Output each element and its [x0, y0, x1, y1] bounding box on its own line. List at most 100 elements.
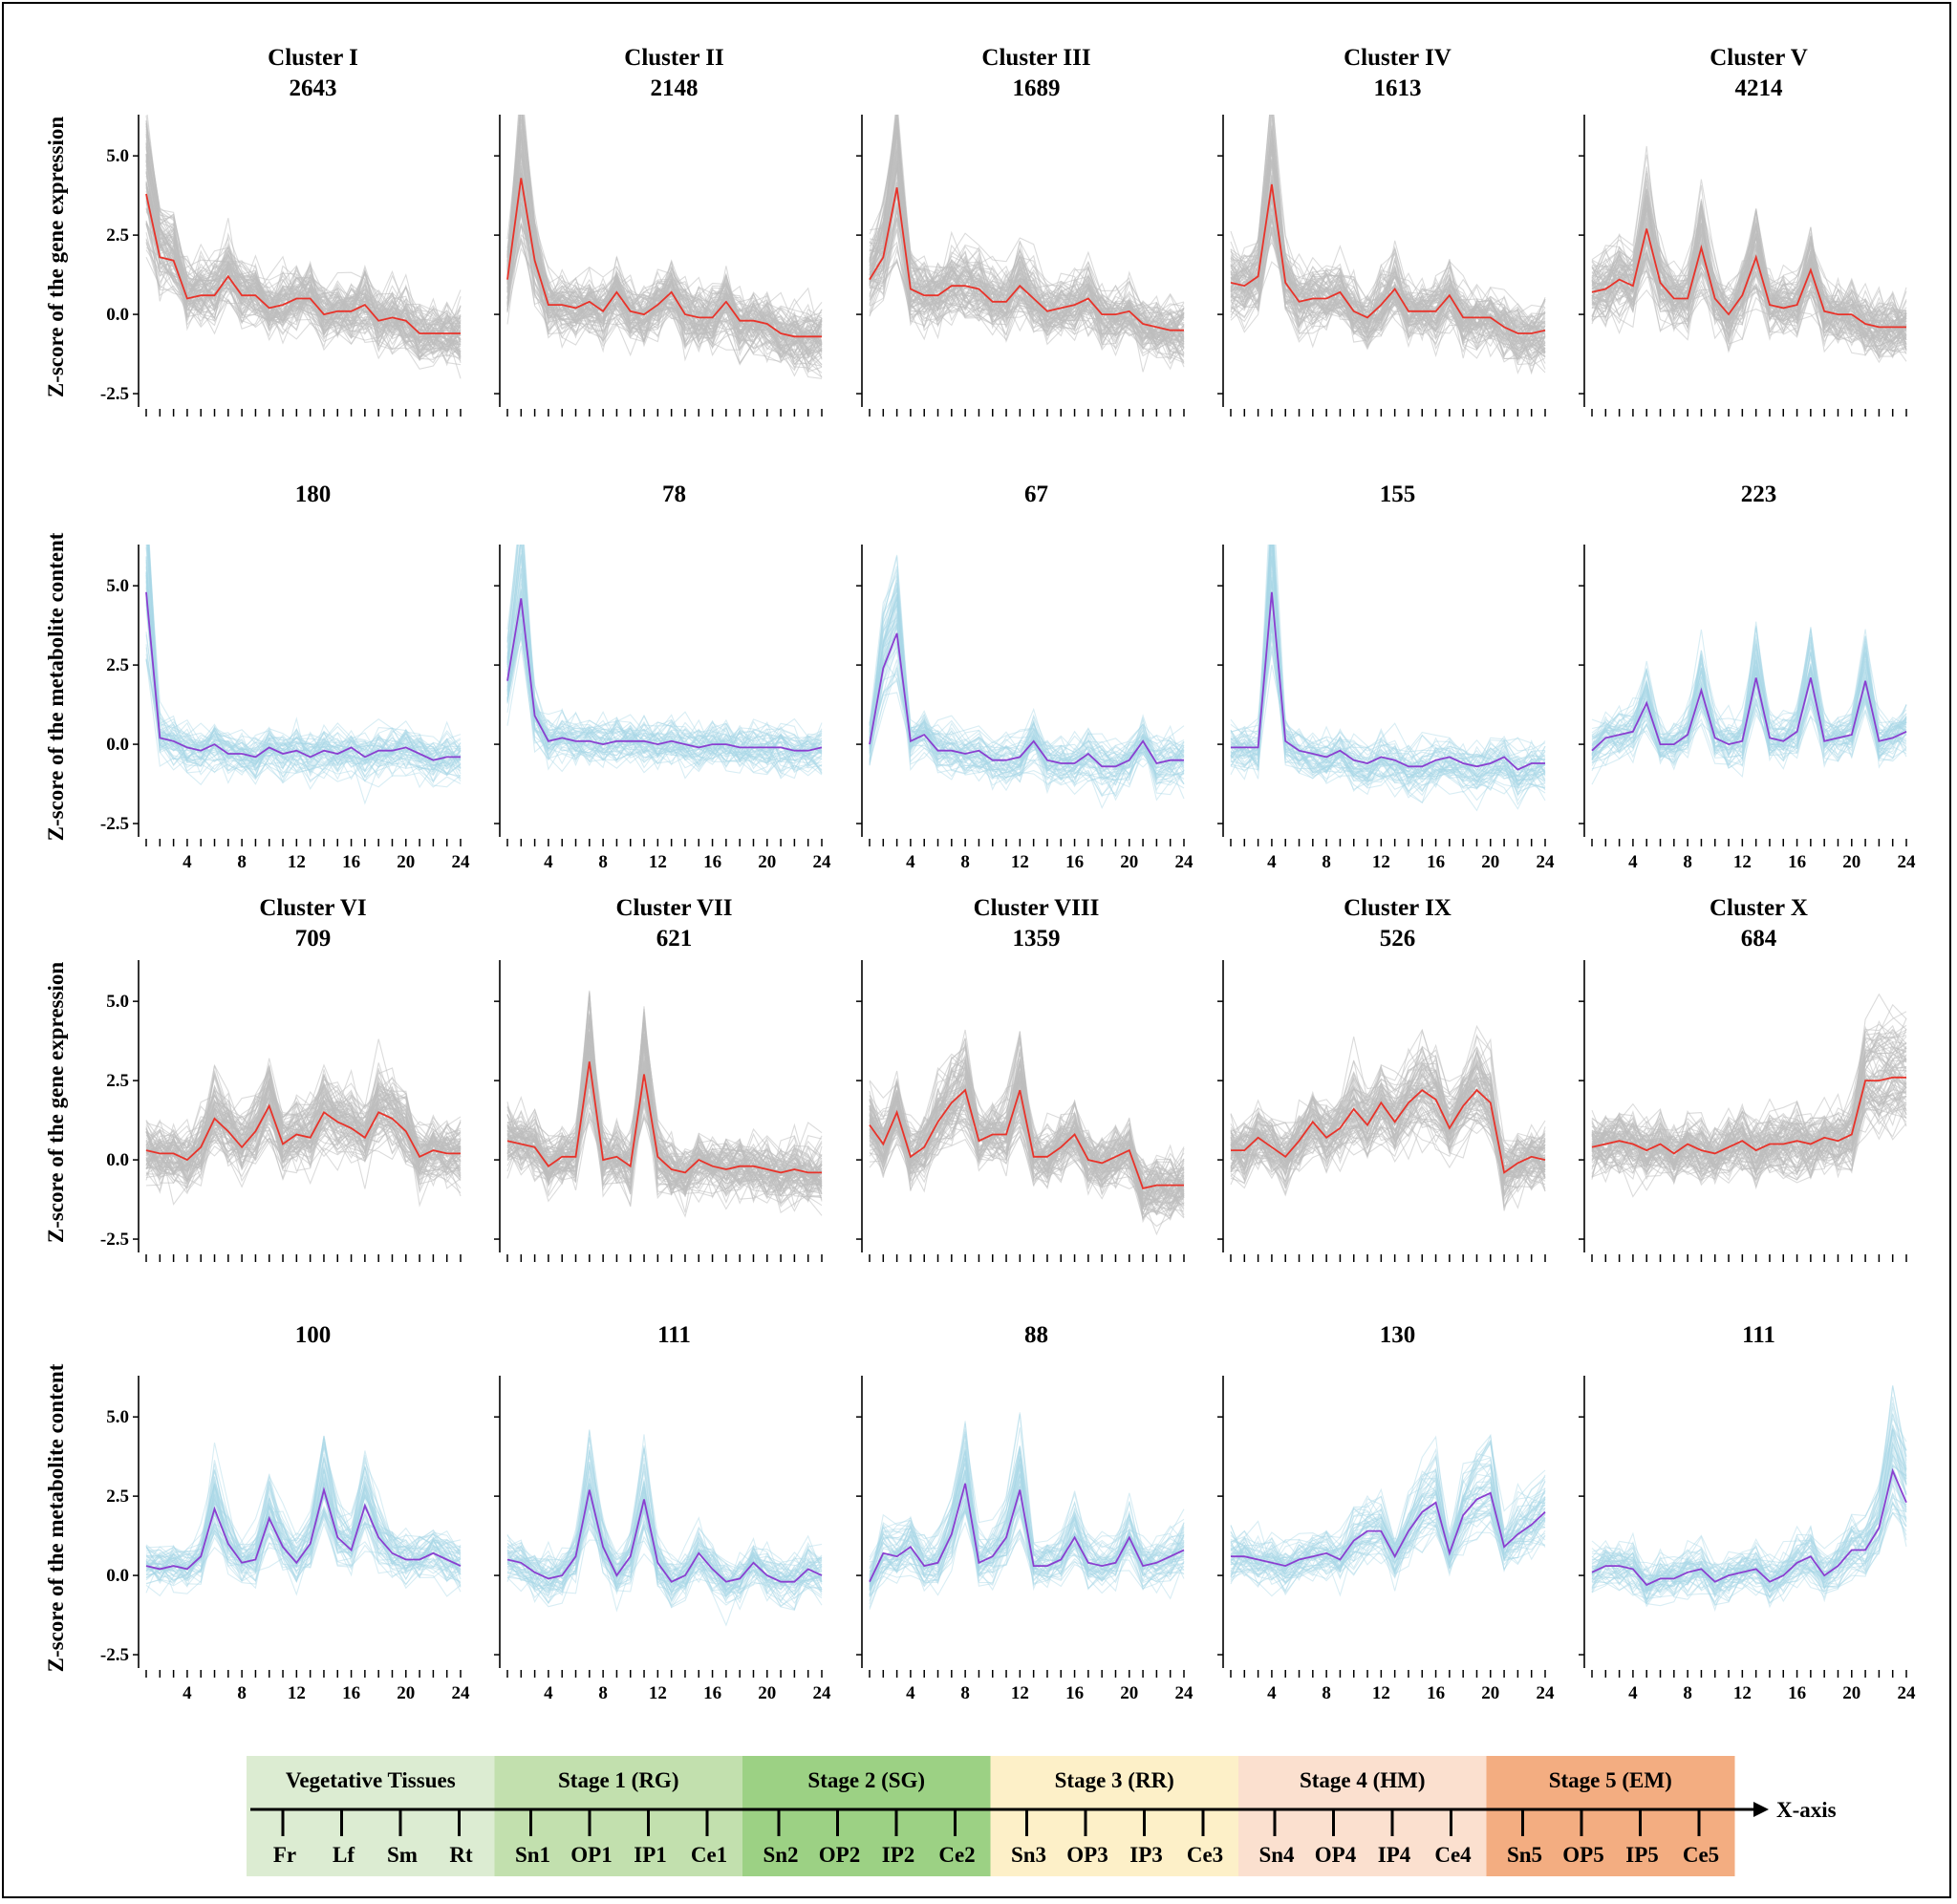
- mean-line: [506, 178, 822, 338]
- profile-trace: [1230, 1077, 1546, 1171]
- sample-label: IP2: [882, 1843, 915, 1867]
- cluster-count: 621: [656, 926, 693, 952]
- profile-trace: [1230, 115, 1546, 349]
- stage-fill: [494, 1756, 743, 1876]
- profile-trace: [1591, 1441, 1907, 1608]
- mean-line: [869, 1483, 1185, 1583]
- profile-trace: [1230, 559, 1546, 791]
- profile-trace: [1591, 1476, 1907, 1598]
- profile-trace: [145, 644, 462, 780]
- profile-trace: [1230, 1492, 1546, 1585]
- x-tick-label: 24: [813, 1683, 832, 1703]
- profile-trace: [869, 1412, 1185, 1574]
- profile-trace: [869, 582, 1185, 798]
- profile-trace: [506, 589, 823, 771]
- profile-trace: [1591, 659, 1907, 749]
- profile-trace: [506, 645, 823, 775]
- profile-trace: [1591, 643, 1907, 756]
- y-tick-label: 2.5: [106, 1071, 129, 1091]
- profile-trace: [145, 1070, 462, 1194]
- profile-trace: [1591, 1384, 1907, 1592]
- profile-trace: [869, 616, 1185, 775]
- profile-trace: [147, 545, 462, 773]
- profile-trace: [1591, 691, 1907, 771]
- profile-trace: [145, 1468, 462, 1582]
- profile-trace: [506, 990, 823, 1190]
- profile-trace: [506, 118, 823, 347]
- profile-trace: [148, 545, 462, 777]
- profile-trace: [869, 1452, 1185, 1579]
- background-traces: [506, 990, 823, 1218]
- cluster-title: Cluster VII: [615, 895, 732, 921]
- profile-trace: [1591, 654, 1907, 755]
- profile-trace: [506, 1475, 823, 1611]
- profile-trace: [1591, 698, 1907, 763]
- profile-trace: [1230, 545, 1546, 772]
- profile-trace: [147, 545, 462, 778]
- panel-1-4: Cluster IV 1613: [1217, 45, 1546, 417]
- row-3: Z-score of the gene expression Cluster VI…: [44, 895, 1907, 1262]
- profile-trace: [145, 631, 462, 769]
- profile-trace: [1230, 560, 1546, 781]
- profile-trace: [145, 1508, 462, 1571]
- stage-block: Stage 5 (EM) Sn5 OP5 IP5 Ce5: [1486, 1756, 1735, 1876]
- profile-trace: [506, 1489, 823, 1591]
- profile-trace: [1230, 1517, 1546, 1575]
- x-tick-label: 8: [1322, 852, 1331, 872]
- profile-trace: [869, 1445, 1185, 1573]
- profile-trace: [1230, 1508, 1546, 1571]
- profile-trace: [506, 583, 823, 774]
- profile-trace: [146, 545, 462, 778]
- x-tick-label: 16: [1065, 852, 1084, 872]
- x-tick-label: 8: [960, 852, 970, 872]
- profile-trace: [1591, 651, 1907, 761]
- sample-label: Ce2: [938, 1843, 975, 1867]
- profile-trace: [869, 594, 1185, 791]
- profile-trace: [145, 184, 462, 344]
- profile-trace: [506, 588, 823, 776]
- profile-trace: [145, 175, 462, 360]
- profile-trace: [145, 659, 462, 776]
- profile-trace: [145, 592, 462, 754]
- profile-trace: [1591, 688, 1907, 759]
- mean-line: [506, 598, 823, 752]
- profile-trace: [1591, 1491, 1907, 1594]
- profile-trace: [1230, 214, 1546, 344]
- x-tick-label: 8: [598, 852, 608, 872]
- profile-trace: [1591, 681, 1907, 765]
- profile-trace: [145, 602, 462, 762]
- x-tick-label: 24: [1537, 852, 1556, 872]
- profile-trace: [506, 156, 823, 362]
- profile-trace: [506, 1506, 823, 1590]
- profile-trace: [1591, 1494, 1907, 1598]
- profile-trace: [506, 545, 823, 770]
- profile-trace: [1230, 1496, 1546, 1577]
- profile-trace: [506, 1520, 823, 1603]
- profile-trace: [869, 622, 1185, 786]
- sample-legend: Vegetative Tissues Fr Lf Sm Rt Stage 1 (RG) Sn…: [247, 1756, 1837, 1876]
- background-traces: [506, 1429, 823, 1627]
- stage-fill: [1238, 1756, 1487, 1876]
- profile-trace: [1230, 1503, 1546, 1580]
- cluster-count: 111: [1742, 1322, 1775, 1348]
- profile-trace: [145, 1481, 462, 1577]
- profile-trace: [145, 603, 462, 771]
- profile-trace: [506, 177, 823, 354]
- y-tick-label: 2.5: [106, 1487, 129, 1507]
- profile-trace: [506, 626, 823, 780]
- profile-trace: [506, 1525, 823, 1604]
- profile-trace: [1230, 545, 1546, 795]
- profile-trace: [145, 1502, 462, 1572]
- profile-trace: [1591, 1455, 1907, 1597]
- profile-trace: [506, 1430, 823, 1611]
- profile-trace: [506, 573, 823, 764]
- profile-trace: [145, 1436, 462, 1558]
- profile-trace: [869, 614, 1185, 769]
- profile-trace: [869, 1463, 1185, 1576]
- profile-trace: [145, 1439, 462, 1576]
- profile-trace: [145, 653, 462, 779]
- arrow-head-icon: [1753, 1802, 1769, 1817]
- cluster-count: 223: [1741, 481, 1777, 507]
- profile-trace: [145, 168, 462, 342]
- profile-trace: [869, 597, 1185, 785]
